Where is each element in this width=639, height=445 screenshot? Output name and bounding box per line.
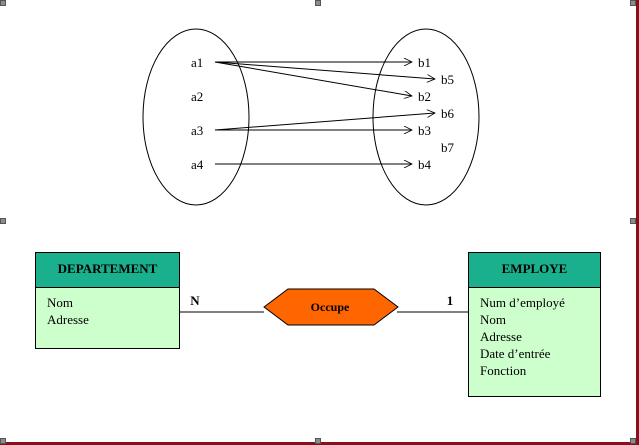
attribute-adresse: Adresse xyxy=(480,329,522,344)
resize-handle-middle-left[interactable] xyxy=(0,218,6,224)
set-b-ellipse xyxy=(372,28,480,206)
entity-departement[interactable]: DEPARTEMENT Nom Adresse xyxy=(35,252,180,349)
set-b-label-b4: b4 xyxy=(418,157,432,172)
frame-right-border xyxy=(636,0,639,445)
mapping-arrows xyxy=(214,61,435,164)
arrow-a3-to-b6 xyxy=(214,113,435,131)
entity-employe-attributes: Num d’employé Nom Adresse Date d’entrée … xyxy=(469,288,600,379)
resize-handle-top-right[interactable] xyxy=(630,0,636,6)
mapping-labels: a1 a2 a3 a4 b1 b5 b2 b6 b3 b7 b4 xyxy=(191,55,455,172)
arrow-a1-to-b5 xyxy=(214,61,435,79)
set-a-label-a3: a3 xyxy=(191,123,203,138)
relationship-hexagon[interactable] xyxy=(263,288,399,326)
relationship-label: Occupe xyxy=(311,300,350,314)
attribute-num-employe: Num d’employé xyxy=(480,295,565,310)
set-b-label-b3: b3 xyxy=(418,123,431,138)
set-a-label-a1: a1 xyxy=(191,55,203,70)
attribute-nom: Nom xyxy=(480,312,506,327)
resize-handle-top-center[interactable] xyxy=(315,0,321,6)
left-cardinality: N xyxy=(190,293,200,308)
resize-handle-top-left[interactable] xyxy=(0,0,6,6)
attribute-adresse: Adresse xyxy=(47,312,89,327)
set-a-ellipse xyxy=(142,28,250,206)
set-b-label-b6: b6 xyxy=(441,106,455,121)
entity-employe-title: EMPLOYE xyxy=(469,253,600,288)
set-a-label-a4: a4 xyxy=(191,157,204,172)
attribute-date-entree: Date d’entrée xyxy=(480,346,551,361)
attribute-fonction: Fonction xyxy=(480,363,527,378)
entity-departement-attributes: Nom Adresse xyxy=(36,288,179,328)
resize-handle-bottom-left[interactable] xyxy=(0,438,6,444)
set-b-label-b5: b5 xyxy=(441,72,454,87)
entity-employe[interactable]: EMPLOYE Num d’employé Nom Adresse Date d… xyxy=(468,252,601,397)
set-b-label-b7: b7 xyxy=(441,140,455,155)
set-a-label-a2: a2 xyxy=(191,89,203,104)
right-cardinality: 1 xyxy=(447,293,454,308)
resize-handle-middle-right[interactable] xyxy=(630,218,636,224)
attribute-nom: Nom xyxy=(47,295,73,310)
resize-handle-bottom-center[interactable] xyxy=(315,438,321,444)
entity-departement-title: DEPARTEMENT xyxy=(36,253,179,288)
resize-handle-bottom-right[interactable] xyxy=(630,438,636,444)
set-b-label-b2: b2 xyxy=(418,89,431,104)
set-b-label-b1: b1 xyxy=(418,55,431,70)
arrow-a1-to-b2 xyxy=(214,61,412,96)
